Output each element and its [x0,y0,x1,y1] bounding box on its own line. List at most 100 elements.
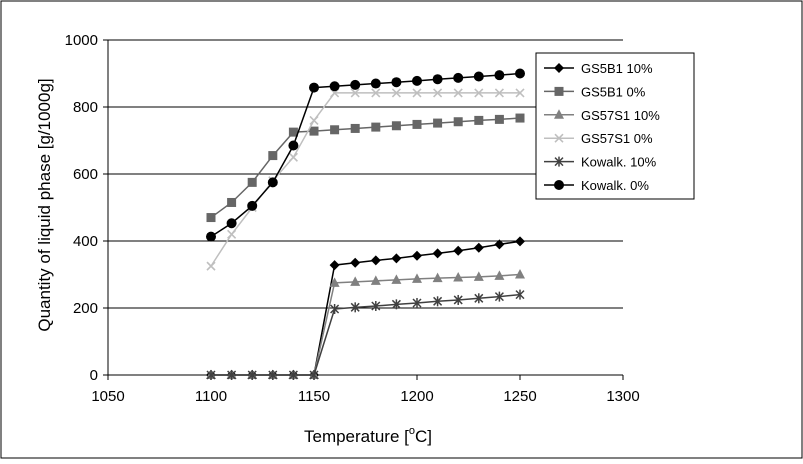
x-tick-label: 1150 [298,388,330,405]
data-point [309,370,319,380]
data-point [473,71,484,82]
data-point [329,277,340,287]
data-point [350,276,361,286]
data-point [371,300,381,311]
data-point [515,289,525,300]
data-point [474,88,484,98]
y-tick-label: 400 [73,233,98,250]
axes: 0 200 400 600 800 1000 1050 1100 1150 1200 1250 130… [65,32,640,405]
data-point [391,299,401,310]
legend-label: GS5B1 0% [581,84,646,99]
data-point [432,248,443,259]
data-point [288,370,298,380]
y-tick-label: 800 [73,99,98,116]
data-point [226,218,237,229]
data-point [329,260,340,271]
data-point [494,291,504,302]
x-tick-label: 1200 [400,388,433,405]
data-point [330,304,340,315]
data-point [453,117,463,127]
data-point [453,272,464,282]
data-point [391,274,402,284]
data-point [206,231,216,242]
data-point [227,229,237,239]
legend-item: Kowalk. 0% [544,178,649,193]
data-point [309,126,319,136]
data-point [433,296,443,307]
series-line [210,117,521,219]
data-point [288,140,299,151]
data-point [391,253,402,264]
data-point [350,79,361,90]
data-point [391,121,401,131]
y-tick-label: 1000 [65,32,98,49]
data-point [453,294,463,305]
x-axis-title: Temperature [oC] [304,425,432,446]
data-point [391,88,401,98]
legend-marker [554,180,564,190]
series-line [211,293,521,376]
data-point [227,370,237,380]
data-point [453,72,464,83]
data-point [247,177,257,187]
data-point [453,245,464,256]
data-point [494,114,504,124]
data-point [227,197,237,207]
data-point [370,275,381,285]
series-5 [206,68,525,242]
data-point [473,271,484,281]
data-point [350,257,361,268]
data-point [267,177,278,188]
data-point [206,261,216,271]
x-tick-label: 1100 [195,388,227,405]
data-point [433,88,443,98]
x-tick-label: 1050 [91,388,124,405]
data-point [515,68,525,79]
series-layer [206,68,525,380]
y-tick-label: 600 [73,166,98,183]
series-4 [206,289,525,380]
data-point [474,115,484,125]
data-point [433,118,443,128]
data-point [474,293,484,304]
data-point [268,151,278,161]
data-point [412,250,422,261]
legend-marker [554,156,564,167]
data-point [371,88,381,98]
y-tick-label: 0 [90,367,98,384]
data-point [330,125,340,135]
series-1 [206,113,525,223]
data-point [206,213,216,223]
data-point [515,88,525,98]
data-point [370,255,381,266]
data-point [350,123,360,133]
data-point [494,270,505,280]
data-point [453,88,463,98]
data-point [412,119,422,129]
legend-label: Kowalk. 10% [581,155,657,170]
legend-marker [554,109,564,119]
data-point [288,152,298,162]
data-point [515,113,525,123]
data-point [494,239,505,250]
data-point [412,88,422,98]
data-point [412,297,422,308]
data-point [350,88,360,98]
data-point [350,302,360,313]
y-tick-label: 200 [73,300,98,317]
data-point [371,122,381,132]
data-point [309,82,319,93]
data-point [370,78,381,89]
data-point [288,127,298,137]
gridlines [108,39,623,309]
data-point [247,200,258,211]
legend-marker [554,63,564,73]
data-point [391,77,402,88]
legend-label: GS57S1 10% [581,108,660,123]
data-point [515,236,525,247]
data-point [206,370,216,380]
data-point [412,273,422,283]
data-point [432,272,443,283]
